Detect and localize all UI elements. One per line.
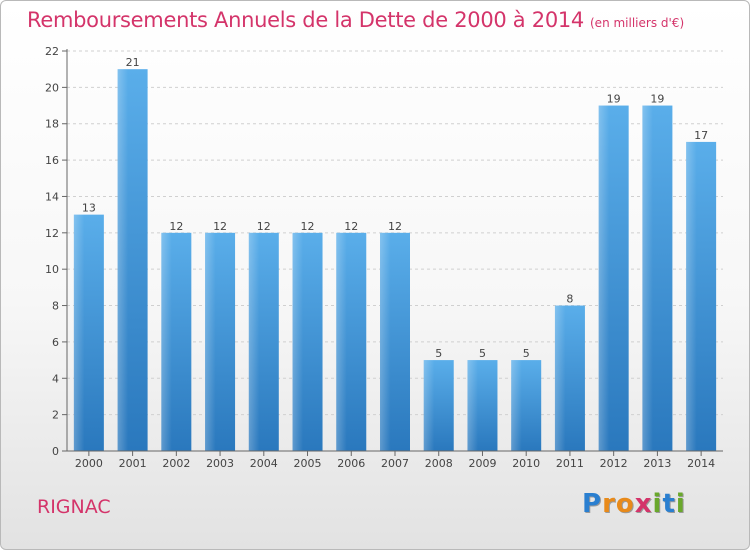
bar-highlight: [73, 214, 85, 451]
y-tick-label: 22: [45, 45, 59, 58]
bar-highlight: [554, 305, 566, 451]
x-tick-label: 2002: [162, 457, 190, 470]
bar-value-label: 12: [169, 220, 183, 233]
x-tick-label: 2014: [687, 457, 715, 470]
y-tick-label: 18: [45, 118, 59, 131]
bar-value-label: 5: [435, 347, 442, 360]
bar-highlight: [292, 232, 304, 451]
y-tick-label: 16: [45, 154, 59, 167]
bar-highlight: [380, 232, 391, 451]
logo-letter: P: [582, 489, 603, 519]
bar-value-label: 13: [82, 202, 96, 215]
bar-value-label: 12: [213, 220, 227, 233]
bar-value-label: 17: [694, 129, 708, 142]
commune-name: RIGNAC: [37, 496, 111, 518]
bar-highlight: [686, 141, 697, 451]
bar-highlight: [161, 232, 172, 451]
chart-subtitle: (en milliers d'€): [590, 16, 685, 30]
logo-letter: r: [602, 489, 616, 519]
bar-value-label: 12: [257, 220, 271, 233]
y-tick-label: 20: [45, 81, 59, 94]
bar-highlight: [511, 360, 522, 451]
y-tick-label: 12: [45, 227, 59, 240]
bar-highlight: [467, 360, 478, 451]
bar-value-label: 8: [566, 293, 573, 306]
logo-letter: t: [662, 489, 676, 519]
y-tick-label: 2: [52, 409, 59, 422]
bar-value-label: 12: [301, 220, 315, 233]
y-tick-label: 4: [52, 372, 59, 385]
y-tick-label: 8: [52, 300, 59, 313]
bar-value-label: 19: [650, 93, 664, 106]
x-tick-label: 2000: [75, 457, 103, 470]
x-tick-label: 2007: [381, 457, 409, 470]
x-tick-label: 2005: [294, 457, 322, 470]
y-tick-label: 10: [45, 263, 59, 276]
bar-highlight: [336, 232, 347, 451]
logo-letter: i: [675, 489, 686, 519]
proxiti-logo: Proxiti: [582, 489, 686, 519]
x-tick-label: 2008: [425, 457, 453, 470]
y-tick-label: 0: [52, 445, 59, 458]
x-tick-label: 2001: [119, 457, 147, 470]
bar-value-label: 12: [344, 220, 358, 233]
x-tick-label: 2006: [337, 457, 365, 470]
x-tick-label: 2004: [250, 457, 278, 470]
y-tick-label: 14: [45, 190, 59, 203]
bar-highlight: [205, 232, 216, 451]
x-tick-label: 2011: [556, 457, 584, 470]
x-tick-label: 2010: [512, 457, 540, 470]
x-tick-label: 2013: [643, 457, 671, 470]
bar-value-label: 5: [523, 347, 530, 360]
chart-title: Remboursements Annuels de la Dette de 20…: [27, 8, 684, 32]
x-tick-label: 2009: [468, 457, 496, 470]
y-tick-label: 6: [52, 336, 59, 349]
bar-highlight: [248, 232, 260, 451]
logo-letter: x: [634, 489, 653, 519]
x-tick-label: 2003: [206, 457, 234, 470]
bar-highlight: [642, 105, 653, 451]
logo-letter: o: [615, 489, 635, 519]
bar-highlight: [117, 69, 129, 451]
bar-highlight: [423, 360, 435, 451]
chart-title-text: Remboursements Annuels de la Dette de 20…: [27, 8, 584, 32]
bar-value-label: 5: [479, 347, 486, 360]
x-tick-label: 2012: [600, 457, 628, 470]
bar-value-label: 21: [126, 56, 140, 69]
bar-value-label: 12: [388, 220, 402, 233]
bar-highlight: [598, 105, 610, 451]
logo-letter: i: [652, 489, 663, 519]
bar-value-label: 19: [607, 93, 621, 106]
